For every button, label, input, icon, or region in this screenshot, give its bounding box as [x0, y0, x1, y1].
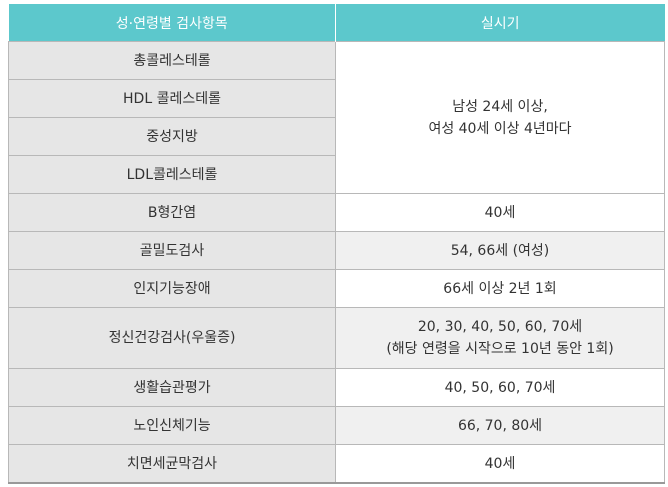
row-item-label: LDL콜레스테롤: [8, 155, 336, 194]
row-item-label: B형간염: [8, 193, 336, 232]
row-item-label: 생활습관평가: [8, 368, 336, 407]
lipid-schedule-line1: 남성 24세 이상,: [452, 98, 548, 115]
row-item-label: 치면세균막검사: [8, 444, 336, 484]
row-schedule-value: 40세: [335, 193, 665, 232]
header-item-column: 성·연령별 검사항목: [8, 4, 336, 42]
row-item-label: 인지기능장애: [8, 269, 336, 308]
row-schedule-value: 40세: [335, 444, 665, 484]
checkup-schedule-table: 성·연령별 검사항목 실시기 총콜레스테롤 남성 24세 이상, 여성 40세 …: [8, 4, 665, 484]
row-item-label: 노인신체기능: [8, 406, 336, 445]
row-item-label: 총콜레스테롤: [8, 41, 336, 80]
table-row: 노인신체기능 66, 70, 80세: [8, 406, 665, 445]
checkup-table-container: 성·연령별 검사항목 실시기 총콜레스테롤 남성 24세 이상, 여성 40세 …: [8, 4, 665, 484]
row-item-label: 중성지방: [8, 117, 336, 156]
row-schedule-line2: (해당 연령을 시작으로 10년 동안 1회): [386, 341, 614, 357]
row-schedule-value: 40, 50, 60, 70세: [335, 368, 665, 407]
table-row: 정신건강검사(우울증) 20, 30, 40, 50, 60, 70세 (해당 …: [8, 307, 665, 369]
header-schedule-column: 실시기: [335, 4, 665, 42]
table-row: 중성지방: [8, 117, 665, 156]
table-row: 골밀도검사 54, 66세 (여성): [8, 231, 665, 270]
row-schedule-value: 54, 66세 (여성): [335, 231, 665, 270]
table-row: HDL 콜레스테롤: [8, 79, 665, 118]
row-schedule-value: 66세 이상 2년 1회: [335, 269, 665, 308]
lipid-schedule-line2: 여성 40세 이상 4년마다: [428, 120, 572, 137]
table-row: 치면세균막검사 40세: [8, 444, 665, 484]
table-row: 총콜레스테롤 남성 24세 이상, 여성 40세 이상 4년마다: [8, 41, 665, 194]
row-item-label: HDL 콜레스테롤: [8, 79, 336, 118]
row-item-label: 골밀도검사: [8, 231, 336, 270]
row-schedule-line1: 20, 30, 40, 50, 60, 70세: [417, 319, 583, 335]
row-schedule-value: 66, 70, 80세: [335, 406, 665, 445]
mental-health-schedule-cell: 20, 30, 40, 50, 60, 70세 (해당 연령을 시작으로 10년…: [335, 307, 665, 369]
table-row: 인지기능장애 66세 이상 2년 1회: [8, 269, 665, 308]
table-header-row: 성·연령별 검사항목 실시기: [8, 4, 665, 42]
table-row: 생활습관평가 40, 50, 60, 70세: [8, 368, 665, 407]
lipid-schedule-cell: 남성 24세 이상, 여성 40세 이상 4년마다: [335, 41, 665, 194]
row-item-label: 정신건강검사(우울증): [8, 307, 336, 369]
table-row: B형간염 40세: [8, 193, 665, 232]
